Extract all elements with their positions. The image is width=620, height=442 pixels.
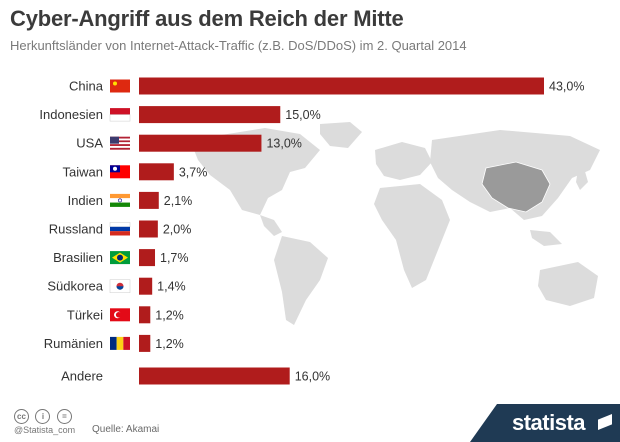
bar bbox=[139, 77, 544, 95]
flag-russland-icon bbox=[109, 222, 131, 236]
value-label: 15,0% bbox=[285, 108, 320, 122]
bar-row-indien: Indien 2,1% bbox=[68, 191, 193, 209]
statista-logo-icon bbox=[598, 414, 612, 430]
category-label: Brasilien bbox=[53, 250, 103, 265]
flag-indien-icon bbox=[110, 193, 130, 207]
category-label: Indonesien bbox=[39, 107, 103, 122]
bar bbox=[139, 249, 156, 267]
source-note[interactable]: Quelle: Akamai bbox=[92, 424, 160, 435]
flag-rumänien-icon bbox=[110, 336, 130, 350]
value-label: 16,0% bbox=[295, 370, 330, 384]
category-label: Rumänien bbox=[44, 336, 103, 351]
bar bbox=[139, 191, 159, 209]
flag-taiwan-icon bbox=[110, 165, 130, 179]
category-label: Türkei bbox=[67, 307, 103, 322]
value-label: 1,7% bbox=[160, 251, 189, 265]
bar bbox=[139, 163, 174, 181]
category-label: Südkorea bbox=[47, 279, 103, 294]
flag-usa-icon bbox=[110, 136, 130, 150]
no-derivatives-icon: = bbox=[56, 409, 72, 424]
category-label: Indien bbox=[68, 193, 103, 208]
category-label: Taiwan bbox=[63, 164, 103, 179]
bar-row-usa: USA 13,0% bbox=[76, 134, 302, 152]
bar-row-russland: Russland 2,0% bbox=[49, 220, 192, 238]
bar-row-türkei: Türkei 1,2% bbox=[67, 306, 184, 324]
bar-row-brasilien: Brasilien 1,7% bbox=[53, 249, 189, 267]
bar bbox=[139, 277, 153, 295]
bar-row-taiwan: Taiwan 3,7% bbox=[63, 163, 208, 181]
value-label: 2,0% bbox=[163, 223, 192, 237]
flag-südkorea-icon bbox=[109, 279, 131, 293]
creative-commons-icon: cc bbox=[14, 409, 29, 424]
bar bbox=[139, 367, 290, 385]
bar-row-südkorea: Südkorea 1,4% bbox=[47, 277, 186, 295]
bar bbox=[139, 134, 262, 152]
chart-subtitle: Herkunftsländer von Internet-Attack-Traf… bbox=[10, 38, 467, 53]
china-highlight bbox=[481, 161, 551, 213]
credit-handle: @Statista_com bbox=[14, 425, 76, 435]
value-label: 1,2% bbox=[155, 337, 184, 351]
category-label: USA bbox=[76, 136, 103, 151]
bar bbox=[139, 306, 151, 324]
flag-türkei-icon bbox=[110, 308, 130, 322]
value-label: 3,7% bbox=[179, 165, 208, 179]
flag-brasilien-icon bbox=[110, 251, 130, 265]
value-label: 43,0% bbox=[549, 80, 584, 94]
value-label: 1,2% bbox=[155, 308, 184, 322]
bar-row-andere: Andere 16,0% bbox=[61, 367, 330, 385]
bar-row-rumänien: Rumänien 1,2% bbox=[44, 334, 184, 352]
bar-chart: China 43,0% Indonesien 15,0% USA 13,0% Taiwan 3… bbox=[39, 77, 584, 385]
category-label: China bbox=[69, 79, 104, 94]
category-label: Russland bbox=[49, 222, 103, 237]
value-label: 2,1% bbox=[164, 194, 193, 208]
category-label: Andere bbox=[61, 369, 103, 384]
chart-title: Cyber-Angriff aus dem Reich der Mitte bbox=[10, 6, 404, 31]
bar bbox=[139, 334, 151, 352]
bar bbox=[139, 106, 281, 124]
bar-row-china: China 43,0% bbox=[69, 77, 584, 95]
license-icons: cc i = bbox=[14, 406, 74, 424]
value-label: 1,4% bbox=[157, 280, 186, 294]
statista-logo[interactable]: statista bbox=[470, 404, 620, 442]
brand-name: statista bbox=[512, 410, 586, 435]
footer: cc i = @Statista_com Quelle: Akamai stat… bbox=[0, 400, 620, 442]
flag-china-icon bbox=[110, 79, 130, 93]
attribution-icon: i bbox=[35, 409, 51, 424]
flag-indonesien-icon bbox=[109, 108, 131, 122]
value-label: 13,0% bbox=[266, 137, 301, 151]
bar-row-indonesien: Indonesien 15,0% bbox=[39, 106, 321, 124]
bar bbox=[139, 220, 158, 238]
